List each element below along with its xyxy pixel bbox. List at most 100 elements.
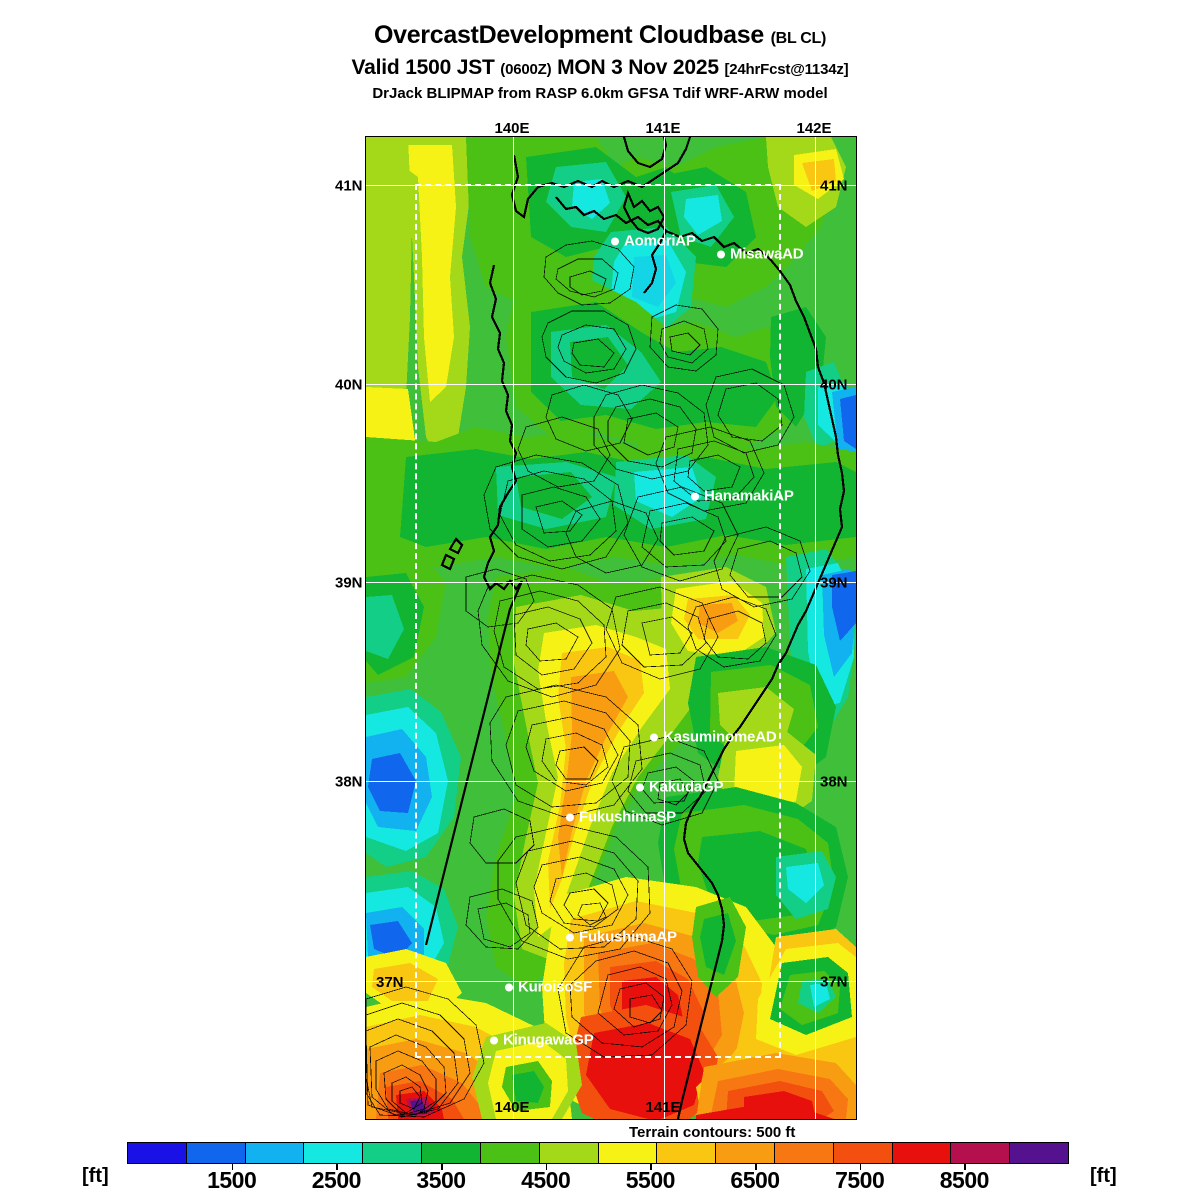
station-marker[interactable]: HanamakiAP: [691, 489, 794, 504]
station-dot-icon: [650, 733, 658, 741]
lat-label-left-39n: 39N: [335, 574, 363, 592]
forecast-map[interactable]: AomoriAP MisawaAD HanamakiAP KasuminomeA…: [365, 136, 857, 1120]
station-dot-icon: [691, 492, 699, 500]
colorbar-tick: [336, 1164, 338, 1170]
valid-time-local: Valid 1500 JST: [351, 56, 495, 79]
colorbar-tick: [231, 1164, 234, 1170]
colorbar-segment-2: [244, 1143, 304, 1163]
colorbar-tick-label: 7500: [835, 1167, 885, 1193]
colorbar-tick-label: 4500: [521, 1167, 571, 1193]
colorbar-segment-5: [421, 1143, 480, 1163]
lat-label-left-41n: 41N: [335, 177, 363, 195]
lat-label-inset-37n: 37N: [376, 974, 404, 991]
colorbar-unit-right: [ft]: [1090, 1165, 1117, 1187]
colorbar-segment-4: [362, 1143, 422, 1163]
station-dot-icon: [636, 783, 644, 791]
lat-label-left-38n: 38N: [335, 773, 363, 791]
colorbar-tick-label: 2500: [311, 1167, 362, 1193]
colorbar-segment-11: [773, 1143, 833, 1163]
graticule-lat-37: [366, 981, 856, 983]
valid-time-line: Valid 1500 JST (0600Z) MON 3 Nov 2025 [2…: [0, 57, 1200, 78]
colorbar-unit-left: [ft]: [82, 1165, 109, 1187]
page-title-text: OvercastDevelopment Cloudbase: [373, 21, 764, 49]
station-dot-icon: [611, 237, 619, 245]
lat-label-right-40n: 40N: [820, 376, 848, 394]
colorbar-tick: [545, 1164, 548, 1170]
colorbar-tick: [859, 1164, 862, 1170]
station-dot-icon: [505, 983, 513, 991]
colorbar-legend: [ft] [ft] 1500 2500 3500 4500 5500 6500 7500 85…: [0, 1142, 1200, 1200]
graticule-lon-140: [513, 137, 515, 1119]
lon-label-top-140e: 140E: [494, 120, 530, 137]
colorbar-tick: [650, 1164, 652, 1170]
lon-label-bottom-141e: 141E: [645, 1099, 681, 1116]
station-marker[interactable]: KakudaGP: [636, 780, 723, 795]
colorbar-segment-15: [1009, 1143, 1068, 1163]
station-label: MisawaAD: [730, 245, 804, 263]
graticule-lon-142: [815, 137, 817, 1119]
lon-label-top-142e: 142E: [796, 120, 832, 137]
colorbar-segment-6: [479, 1143, 539, 1163]
station-dot-icon: [566, 933, 574, 941]
page-title: OvercastDevelopment Cloudbase (BL CL): [0, 23, 1200, 48]
station-label: AomoriAP: [624, 232, 696, 250]
station-marker[interactable]: KuroisoSF: [505, 980, 592, 995]
station-label: KakudaGP: [649, 778, 724, 796]
model-line: DrJack BLIPMAP from RASP 6.0km GFSA Tdif…: [372, 85, 828, 102]
lat-label-left-40n: 40N: [335, 376, 363, 394]
lat-label-right-38n: 38N: [820, 773, 848, 791]
station-label: FukushimaSP: [579, 808, 676, 826]
station-label: KasuminomeAD: [663, 728, 777, 746]
colorbar-tick-label: 3500: [416, 1167, 466, 1193]
station-marker[interactable]: AomoriAP: [611, 234, 696, 249]
valid-time-utc: (0600Z): [500, 61, 552, 78]
colorbar-tick-label: 5500: [625, 1167, 676, 1193]
lat-label-right-41n: 41N: [820, 177, 848, 195]
colorbar-segment-13: [891, 1143, 951, 1163]
lat-label-right-37n: 37N: [820, 973, 848, 991]
colorbar-tick-label: 1500: [207, 1167, 257, 1193]
station-marker[interactable]: MisawaAD: [717, 245, 804, 263]
station-label: KuroisoSF: [518, 978, 593, 996]
colorbar-tick-label: 6500: [730, 1167, 780, 1193]
lon-label-top-141e: 141E: [645, 120, 681, 137]
colorbar-segment-1: [185, 1143, 245, 1163]
title-block: OvercastDevelopment Cloudbase (BL CL) Va…: [0, 0, 1200, 102]
station-marker[interactable]: KinugawaGP: [490, 1033, 594, 1048]
colorbar-segment-8: [597, 1143, 657, 1163]
graticule-lon-141: [664, 137, 666, 1119]
colorbar-segment-3: [303, 1143, 363, 1163]
station-label: HanamakiAP: [704, 487, 794, 505]
colorbar-segment-7: [538, 1143, 598, 1163]
station-dot-icon: [566, 813, 574, 821]
station-label: KinugawaGP: [503, 1031, 594, 1049]
colorbar-tick-label: 8500: [939, 1167, 990, 1193]
station-dot-icon: [717, 250, 725, 258]
colorbar-scale[interactable]: [127, 1142, 1069, 1164]
station-marker[interactable]: KasuminomeAD: [650, 728, 777, 746]
graticule-lat-39: [366, 582, 856, 584]
lat-label-right-39n: 39N: [820, 574, 848, 592]
map-canvas: AomoriAP MisawaAD HanamakiAP KasuminomeA…: [366, 137, 856, 1119]
station-marker[interactable]: FukushimaSP: [566, 810, 676, 825]
forecast-stamp: [24hrFcst@1134z]: [724, 61, 849, 78]
colorbar-segment-12: [832, 1143, 892, 1163]
colorbar-segment-0: [128, 1143, 186, 1163]
station-dot-icon: [490, 1036, 498, 1044]
station-marker[interactable]: FukushimaAP: [566, 930, 677, 945]
graticule-lat-38: [366, 781, 856, 783]
map-raster: [366, 137, 856, 1119]
colorbar-segment-9: [656, 1143, 716, 1163]
colorbar-tick: [441, 1164, 443, 1170]
station-label: FukushimaAP: [579, 928, 677, 946]
graticule-lat-40: [366, 384, 856, 386]
graticule-lat-41: [366, 185, 856, 187]
colorbar-segment-14: [950, 1143, 1010, 1163]
colorbar-tick: [964, 1164, 966, 1170]
terrain-contour-note: Terrain contours: 500 ft: [629, 1124, 796, 1141]
page-title-suffix: (BL CL): [770, 30, 827, 47]
colorbar-segment-10: [715, 1143, 774, 1163]
lon-label-bottom-140e: 140E: [494, 1099, 530, 1116]
colorbar-tick: [755, 1164, 757, 1170]
